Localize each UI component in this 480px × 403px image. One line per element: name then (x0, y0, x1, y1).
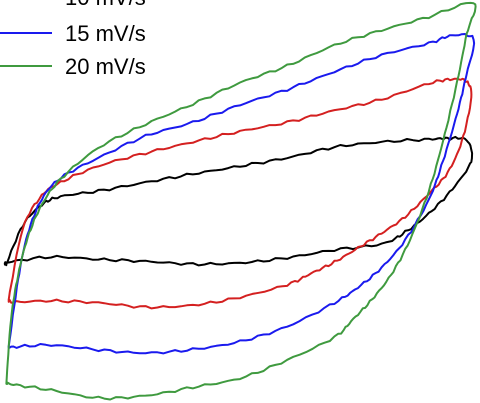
series-layer (3, 1, 477, 401)
cv-curve-1 (7, 77, 473, 310)
cv-curve-3 (5, 1, 477, 401)
legend: 10 mV/s 15 mV/s 20 mV/s (0, 0, 146, 79)
legend-label-10: 10 mV/s (65, 0, 146, 10)
legend-label-15: 15 mV/s (65, 21, 146, 46)
cv-curve-0 (3, 135, 474, 267)
legend-label-20: 20 mV/s (65, 54, 146, 79)
cv-curve-2 (7, 33, 476, 355)
